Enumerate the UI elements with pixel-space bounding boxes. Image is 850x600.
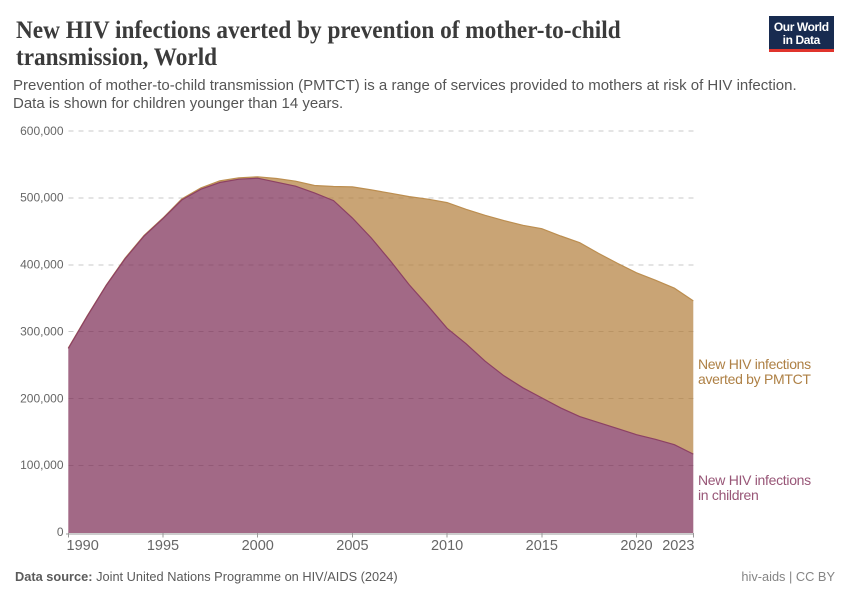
svg-text:1995: 1995 <box>147 538 179 554</box>
svg-text:300,000: 300,000 <box>20 325 64 339</box>
svg-text:2015: 2015 <box>526 538 558 554</box>
svg-text:500,000: 500,000 <box>20 191 64 205</box>
svg-text:2020: 2020 <box>620 538 652 554</box>
svg-text:0: 0 <box>57 525 64 539</box>
svg-text:2010: 2010 <box>431 538 463 554</box>
svg-text:600,000: 600,000 <box>20 124 64 138</box>
svg-text:2000: 2000 <box>242 538 274 554</box>
svg-text:1990: 1990 <box>67 538 99 554</box>
svg-text:2005: 2005 <box>336 538 368 554</box>
svg-text:2023: 2023 <box>662 538 694 554</box>
svg-text:400,000: 400,000 <box>20 258 64 272</box>
svg-text:200,000: 200,000 <box>20 391 64 405</box>
svg-text:100,000: 100,000 <box>20 458 64 472</box>
